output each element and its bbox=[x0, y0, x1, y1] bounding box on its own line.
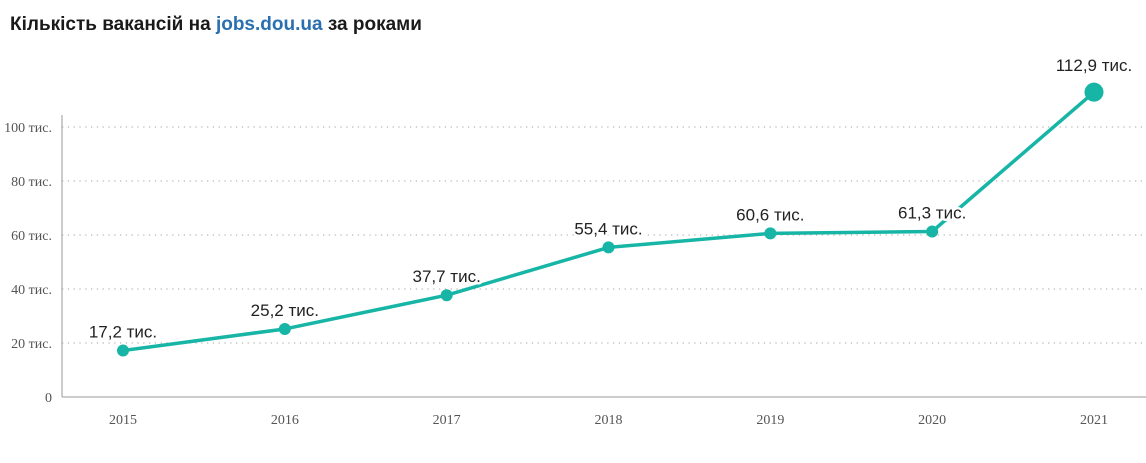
x-tick-label: 2015 bbox=[109, 413, 137, 428]
y-tick-label: 100 тис. bbox=[4, 121, 52, 136]
y-tick-label: 0 bbox=[45, 391, 52, 406]
x-tick-label: 2017 bbox=[433, 413, 461, 428]
data-label: 25,2 тис. bbox=[251, 301, 319, 320]
data-label: 61,3 тис. bbox=[898, 203, 966, 222]
x-tick-label: 2021 bbox=[1080, 413, 1108, 428]
data-label: 55,4 тис. bbox=[574, 219, 642, 238]
data-point bbox=[926, 225, 939, 238]
data-label: 112,9 тис. bbox=[1056, 56, 1133, 75]
title-suffix: за роками bbox=[327, 14, 422, 35]
data-point bbox=[117, 344, 129, 357]
chart-title: Кількість вакансій на jobs.dou.ua за рок… bbox=[10, 14, 422, 36]
data-point bbox=[440, 289, 453, 302]
title-prefix: Кількість вакансій на bbox=[10, 14, 211, 35]
data-label: 17,2 тис. bbox=[89, 323, 157, 342]
data-point bbox=[278, 322, 291, 335]
y-tick-label: 60 тис. bbox=[11, 229, 52, 244]
y-tick-label: 40 тис. bbox=[11, 283, 52, 298]
x-tick-label: 2018 bbox=[595, 413, 623, 428]
y-tick-label: 20 тис. bbox=[11, 337, 52, 352]
data-label: 60,6 тис. bbox=[736, 205, 804, 224]
data-point bbox=[764, 227, 777, 240]
data-label: 37,7 тис. bbox=[413, 267, 481, 286]
x-tick-label: 2016 bbox=[271, 413, 299, 428]
title-link[interactable]: jobs.dou.ua bbox=[215, 14, 323, 35]
x-tick-label: 2020 bbox=[918, 413, 946, 428]
data-point bbox=[602, 241, 615, 254]
y-tick-label: 80 тис. bbox=[11, 175, 52, 190]
x-tick-label: 2019 bbox=[756, 413, 784, 428]
data-point bbox=[1084, 82, 1104, 102]
